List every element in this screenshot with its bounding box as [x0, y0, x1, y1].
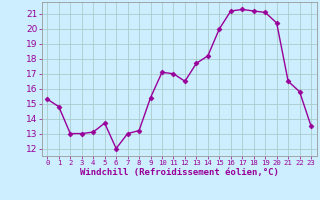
X-axis label: Windchill (Refroidissement éolien,°C): Windchill (Refroidissement éolien,°C) — [80, 168, 279, 177]
